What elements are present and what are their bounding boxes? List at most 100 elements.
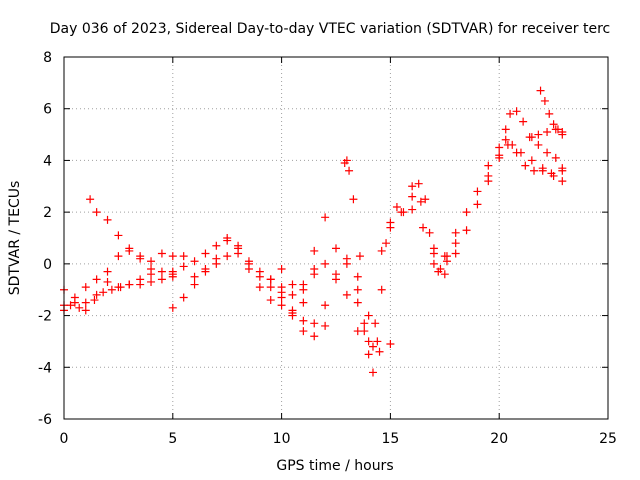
- data-point: [201, 265, 210, 274]
- data-point: [360, 327, 369, 336]
- x-tick-label: 5: [168, 431, 177, 447]
- data-point: [342, 290, 351, 299]
- data-point: [70, 298, 79, 307]
- data-point: [157, 267, 166, 276]
- series-8: [277, 213, 395, 356]
- data-point: [440, 252, 449, 261]
- data-point: [558, 177, 567, 186]
- data-point: [310, 332, 319, 341]
- data-point: [332, 270, 340, 279]
- data-point: [179, 293, 188, 302]
- data-point: [506, 109, 515, 118]
- data-point: [414, 179, 423, 188]
- data-point: [419, 223, 428, 232]
- data-point: [310, 270, 319, 279]
- data-point: [392, 202, 401, 211]
- data-point: [266, 296, 275, 305]
- data-point: [190, 257, 199, 266]
- data-point: [266, 283, 275, 292]
- y-tick-label: -6: [38, 412, 52, 428]
- data-point: [521, 161, 530, 170]
- data-point: [484, 171, 493, 180]
- data-point: [534, 130, 543, 139]
- data-point: [353, 272, 362, 281]
- data-point: [408, 205, 417, 214]
- data-point: [223, 252, 232, 261]
- x-tick-label: 10: [273, 431, 291, 447]
- data-point: [543, 127, 552, 136]
- data-point: [81, 298, 90, 307]
- data-point: [386, 340, 395, 349]
- data-point: [321, 321, 330, 330]
- data-point: [168, 303, 177, 312]
- data-point: [549, 120, 558, 129]
- data-point: [534, 140, 543, 149]
- data-point: [543, 148, 552, 157]
- data-point: [90, 296, 99, 305]
- data-point: [551, 153, 560, 162]
- y-axis: -6 -4 -2 0 2 4 6 8: [38, 50, 608, 428]
- data-point: [114, 252, 123, 261]
- data-point: [342, 254, 351, 263]
- data-point: [549, 171, 558, 180]
- data-point: [179, 262, 188, 271]
- data-point: [223, 234, 232, 242]
- data-point: [364, 337, 373, 346]
- data-point: [527, 156, 536, 165]
- data-point: [321, 213, 330, 222]
- data-point: [168, 267, 177, 276]
- data-point: [277, 283, 286, 292]
- data-point: [244, 265, 253, 274]
- data-point: [234, 249, 243, 258]
- data-point: [530, 166, 539, 175]
- data-point: [382, 239, 391, 248]
- data-point: [375, 347, 384, 356]
- data-point: [397, 208, 406, 217]
- data-point: [66, 301, 75, 310]
- data-point: [501, 135, 510, 144]
- data-point: [299, 285, 308, 294]
- data-point: [371, 319, 380, 328]
- data-point: [310, 246, 319, 255]
- data-point: [545, 109, 554, 118]
- series-7: [190, 249, 330, 341]
- data-point: [558, 127, 567, 136]
- data-point: [86, 195, 95, 204]
- data-point: [266, 275, 275, 284]
- y-tick-label: 4: [43, 153, 52, 169]
- data-point: [377, 246, 386, 255]
- data-point: [116, 283, 125, 292]
- data-point: [516, 148, 525, 157]
- data-point: [538, 166, 547, 175]
- data-point: [92, 208, 101, 217]
- data-point: [277, 293, 286, 302]
- data-point: [386, 223, 395, 232]
- data-point: [484, 161, 493, 170]
- data-point: [136, 280, 145, 289]
- data-point: [473, 187, 482, 196]
- data-point: [255, 267, 264, 276]
- data-point: [114, 231, 123, 240]
- data-point: [349, 195, 358, 204]
- data-point: [81, 306, 90, 315]
- data-point: [107, 285, 116, 294]
- data-point: [551, 125, 560, 134]
- data-point: [558, 164, 567, 173]
- data-point: [299, 298, 308, 307]
- data-point: [353, 298, 362, 307]
- data-point: [416, 197, 425, 206]
- data-point: [75, 303, 84, 312]
- data-point: [277, 265, 286, 274]
- series-13: [371, 179, 451, 328]
- data-point: [495, 151, 504, 160]
- series-10: [288, 244, 362, 315]
- y-axis-label: SDTVAR / TECUs: [7, 181, 23, 296]
- data-point: [288, 280, 297, 289]
- data-point: [288, 306, 297, 315]
- series-3: [60, 270, 177, 315]
- data-point: [377, 285, 386, 294]
- data-point: [212, 259, 221, 268]
- data-point: [103, 277, 112, 286]
- data-point: [212, 241, 221, 250]
